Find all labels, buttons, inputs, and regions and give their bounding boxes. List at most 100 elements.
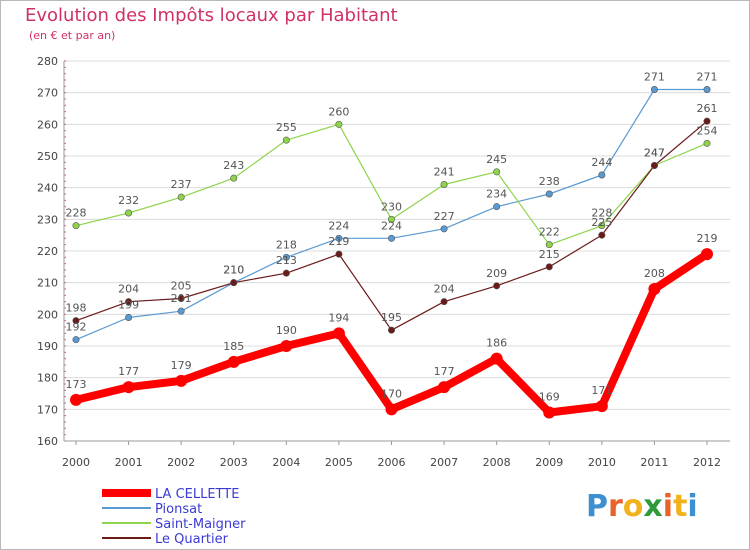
legend-label: Le Quartier [155,532,229,547]
logo-letter: i [662,489,674,524]
data-point [332,327,345,340]
data-point [385,403,398,416]
data-label: 260 [328,105,349,118]
chart-title: Evolution des Impôts locaux par Habitant [25,5,398,26]
data-point [125,313,133,321]
y-tick-label: 160 [37,435,58,448]
data-point [545,190,553,198]
legend-label: Pionsat [155,502,202,517]
data-label: 271 [697,71,718,84]
data-point [701,248,713,261]
data-label: 171 [591,384,612,397]
data-point [440,181,448,189]
x-tick-label: 2001 [115,456,143,469]
logo-letter: i [687,489,698,524]
logo-letter: t [673,489,688,524]
x-tick-label: 2005 [325,456,353,469]
data-point [387,326,395,334]
y-tick-label: 250 [37,150,58,163]
data-label: 219 [328,235,349,248]
data-label: 254 [697,124,718,137]
data-label: 228 [591,207,612,220]
data-point [175,374,188,387]
x-tick-label: 2008 [483,456,511,469]
logo-letter: r [608,489,623,524]
data-point [648,283,661,295]
data-label: 261 [697,102,718,115]
data-label: 225 [591,216,612,229]
y-tick-label: 220 [37,245,58,258]
data-point [650,162,658,170]
data-point [440,225,448,233]
chart-subtitle: (en € et par an) [29,29,116,42]
x-tick-label: 2011 [640,456,668,469]
y-tick-label: 210 [37,277,58,290]
data-point [122,381,135,394]
x-tick-label: 2002 [167,456,195,469]
data-label: 224 [328,219,349,232]
data-point [177,193,185,201]
y-tick-label: 180 [37,372,58,385]
data-label: 179 [171,359,192,372]
data-label: 241 [434,166,455,179]
logo-letter: x [643,489,663,524]
data-label: 247 [644,147,665,160]
y-tick-label: 230 [37,213,58,226]
data-label: 222 [539,226,560,239]
data-point [335,234,343,242]
data-point [230,279,238,287]
data-label: 198 [66,302,87,315]
y-tick-label: 240 [37,182,58,195]
data-point [493,282,501,290]
x-tick-label: 2003 [220,456,248,469]
data-label: 173 [66,378,87,391]
data-label: 169 [539,391,560,404]
data-label: 238 [539,175,560,188]
series-lines [70,86,713,419]
data-point [598,222,606,230]
data-label: 186 [486,337,507,350]
data-label: 232 [118,194,139,207]
data-label: 237 [171,178,192,191]
data-point [72,222,80,230]
data-point [543,406,556,419]
data-label: 218 [276,238,297,251]
axes: 160 170 180 190 200 210 220 230 240 250 260 270 280 2… [37,55,730,469]
data-point [125,209,133,217]
data-point [545,263,553,271]
data-point [703,86,711,94]
data-point [282,253,290,261]
data-labels: 192 199 201 210 218 224 224 227 234 238 244 271 271 2… [66,71,718,404]
data-label: 194 [328,311,349,324]
proxiti-logo: Proxiti [586,489,698,524]
data-label: 213 [276,254,297,267]
data-point [230,174,238,182]
data-point [177,307,185,315]
x-tick-label: 2012 [693,456,721,469]
data-point [440,298,448,306]
x-tick-label: 2000 [62,456,90,469]
grid-lines [64,60,730,410]
data-point [227,355,240,368]
data-label: 190 [276,324,297,337]
data-point [490,352,503,365]
data-point [282,136,290,144]
data-point [598,171,606,179]
data-point [703,117,711,125]
data-point [387,234,395,242]
y-tick-label: 190 [37,340,58,353]
data-point [335,250,343,258]
data-label: 227 [434,210,455,223]
y-tick-label: 200 [37,308,58,321]
y-tick-label: 170 [37,403,58,416]
data-label: 170 [381,387,402,400]
y-tick-label: 260 [37,118,58,131]
data-point [493,203,501,211]
y-tick-label: 270 [37,87,58,100]
data-label: 228 [66,207,87,220]
data-label: 185 [223,340,244,353]
data-point [70,393,82,406]
x-tick-label: 2009 [535,456,563,469]
